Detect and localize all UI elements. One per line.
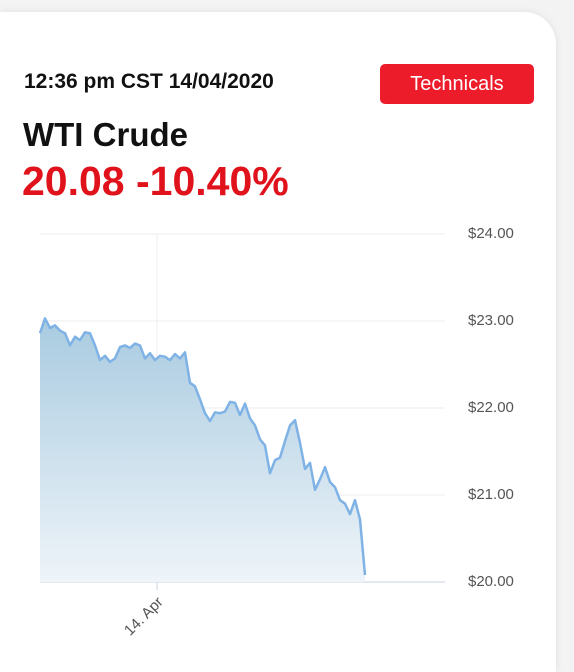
timestamp: 12:36 pm CST 14/04/2020	[24, 70, 274, 93]
y-tick-label: $22.00	[468, 399, 514, 416]
x-tick-label: 14. Apr	[121, 594, 167, 640]
y-tick-label: $21.00	[468, 486, 514, 503]
instrument-name: WTI Crude	[23, 116, 188, 153]
page: 12:36 pm CST 14/04/2020 Technicals WTI C…	[0, 12, 556, 672]
price: 20.08	[22, 158, 125, 204]
quote: 20.08 -10.40%	[22, 158, 289, 205]
chart: $20.00 $21.00 $22.00 $23.00 $24.00 14. Apr	[38, 225, 514, 640]
line	[38, 317, 367, 576]
change: -10.40%	[136, 158, 289, 204]
y-tick-label: $24.00	[468, 225, 514, 242]
technicals-button[interactable]: Technicals	[380, 64, 534, 104]
y-tick-label: $20.00	[468, 573, 514, 590]
area	[40, 318, 365, 582]
y-tick-label: $23.00	[468, 312, 514, 329]
